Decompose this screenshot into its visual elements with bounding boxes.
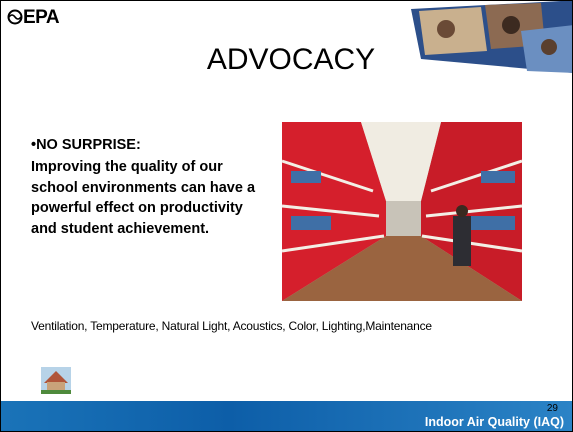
- bullet-heading: •NO SURPRISE:: [31, 137, 141, 153]
- slide-title: ADVOCACY: [151, 43, 431, 77]
- page-number: 29: [547, 403, 558, 414]
- house-icon: [41, 367, 71, 394]
- student-photo-collage: [411, 1, 572, 73]
- epa-symbol: [9, 11, 22, 24]
- logo-text: EPA: [23, 7, 59, 29]
- factors-list: Ventilation, Temperature, Natural Light,…: [31, 319, 432, 333]
- library-photo: [282, 122, 522, 301]
- bullet-text: Improving the quality of our school envi…: [31, 157, 269, 239]
- slide: EPA ADVOCACY •NO SURPRISE: Improving the…: [0, 0, 573, 432]
- program-name: Indoor Air Quality (IAQ): [425, 415, 564, 429]
